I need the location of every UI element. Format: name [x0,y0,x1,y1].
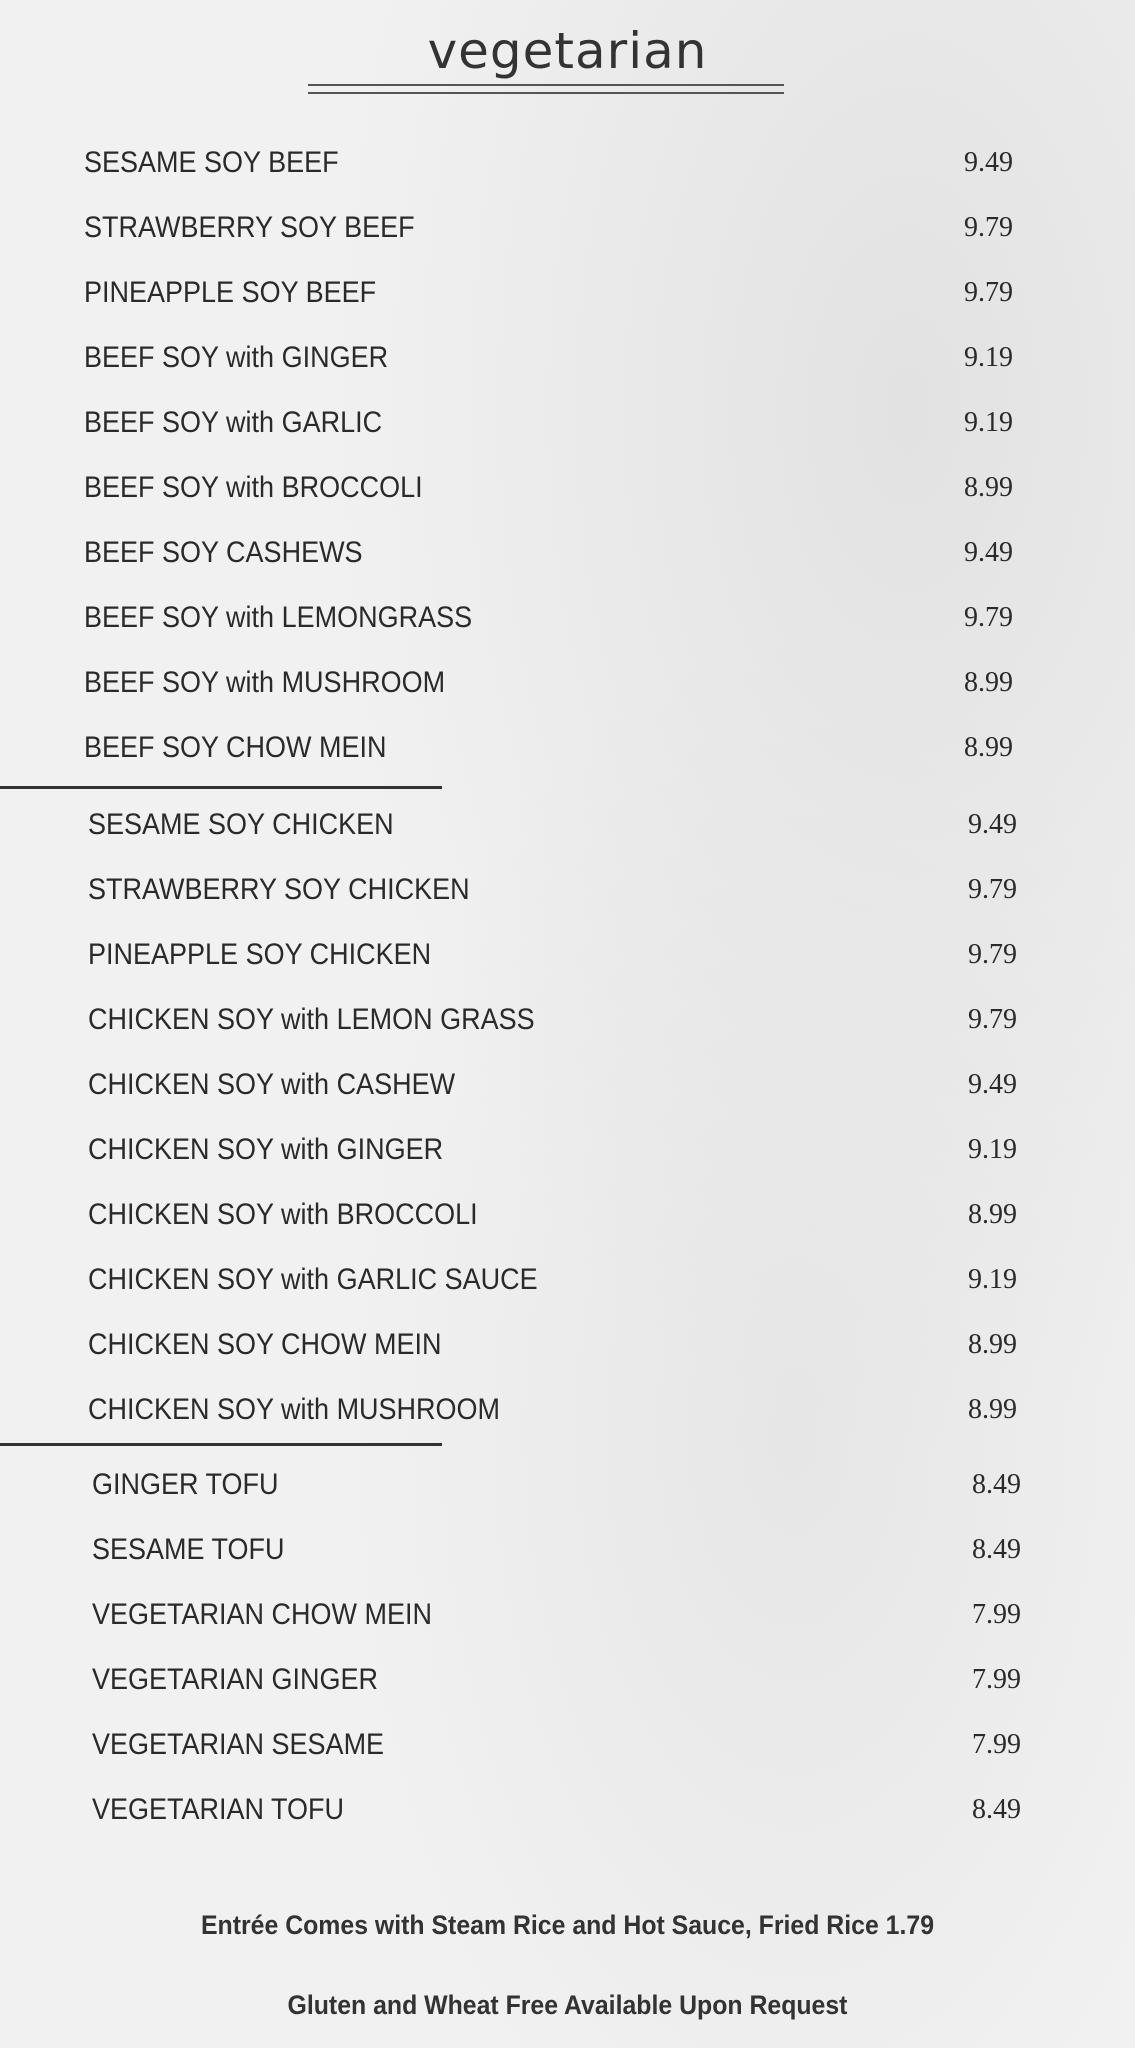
menu-item: CHICKEN SOY with CASHEW 9.49 [4,1052,1135,1117]
menu-item: SESAME SOY BEEF 9.49 [0,130,1135,195]
item-name: CHICKEN SOY with CASHEW [88,1067,456,1101]
item-name: STRAWBERRY SOY BEEF [84,210,415,244]
menu-item: SESAME TOFU 8.49 [8,1517,1135,1582]
menu-item: BEEF SOY with GARLIC 9.19 [0,390,1135,455]
item-name: CHICKEN SOY with GARLIC SAUCE [88,1262,538,1296]
item-price: 9.49 [964,536,1013,568]
item-price: 9.19 [968,1133,1017,1165]
footer-rice-note: Entrée Comes with Steam Rice and Hot Sau… [200,1910,935,1940]
item-name: CHICKEN SOY with BROCCOLI [88,1197,478,1231]
item-name: CHICKEN SOY CHOW MEIN [88,1327,442,1361]
item-name: STRAWBERRY SOY CHICKEN [88,872,470,906]
item-name: SESAME TOFU [92,1532,285,1566]
item-price: 8.99 [968,1393,1017,1425]
menu-item: BEEF SOY with MUSHROOM 8.99 [0,650,1135,715]
item-name: VEGETARIAN GINGER [92,1662,379,1696]
menu-item: CHICKEN SOY with LEMON GRASS 9.79 [4,987,1135,1052]
item-price: 9.79 [968,873,1017,905]
item-name: CHICKEN SOY with GINGER [88,1132,444,1166]
item-name: BEEF SOY with GINGER [84,340,389,374]
item-name: SESAME SOY CHICKEN [88,807,394,841]
menu-item: BEEF SOY with LEMONGRASS 9.79 [0,585,1135,650]
item-name: PINEAPPLE SOY CHICKEN [88,937,432,971]
item-name: BEEF SOY with BROCCOLI [84,470,423,504]
menu-title: vegetarian [427,22,708,80]
item-price: 7.99 [972,1728,1021,1760]
item-price: 8.49 [972,1793,1021,1825]
item-name: VEGETARIAN TOFU [92,1792,345,1826]
menu-item: GINGER TOFU 8.49 [8,1452,1135,1517]
item-price: 7.99 [972,1598,1021,1630]
item-price: 9.19 [964,341,1013,373]
item-price: 9.79 [968,1003,1017,1035]
item-price: 8.99 [968,1328,1017,1360]
item-name: CHICKEN SOY with LEMON GRASS [88,1002,535,1036]
item-name: BEEF SOY CHOW MEIN [84,730,387,764]
item-name: BEEF SOY CASHEWS [84,535,363,569]
menu-item: PINEAPPLE SOY BEEF 9.79 [0,260,1135,325]
item-price: 9.79 [964,601,1013,633]
item-price: 7.99 [972,1663,1021,1695]
footer-gluten-note: Gluten and Wheat Free Available Upon Req… [287,1990,848,2020]
item-price: 9.49 [968,808,1017,840]
item-price: 8.99 [964,666,1013,698]
item-price: 9.49 [968,1068,1017,1100]
item-price: 9.79 [964,211,1013,243]
menu-item: BEEF SOY CASHEWS 9.49 [0,520,1135,585]
item-name: SESAME SOY BEEF [84,145,339,179]
section-divider [0,786,442,789]
menu-item: VEGETARIAN GINGER 7.99 [8,1647,1135,1712]
item-name: BEEF SOY with GARLIC [84,405,383,439]
item-price: 8.99 [964,471,1013,503]
menu-item: VEGETARIAN SESAME 7.99 [8,1712,1135,1777]
menu-item: VEGETARIAN CHOW MEIN 7.99 [8,1582,1135,1647]
menu-item: PINEAPPLE SOY CHICKEN 9.79 [4,922,1135,987]
chicken-section: SESAME SOY CHICKEN 9.49 STRAWBERRY SOY CHI… [4,792,1135,1442]
item-price: 9.49 [964,146,1013,178]
menu-item: CHICKEN SOY with BROCCOLI 8.99 [4,1182,1135,1247]
item-name: VEGETARIAN CHOW MEIN [92,1597,433,1631]
item-price: 8.99 [964,731,1013,763]
menu-item: BEEF SOY with GINGER 9.19 [0,325,1135,390]
menu-item: CHICKEN SOY with MUSHROOM 8.99 [4,1377,1135,1442]
menu-item: BEEF SOY CHOW MEIN 8.99 [0,715,1135,780]
item-price: 9.79 [968,938,1017,970]
menu-item: STRAWBERRY SOY CHICKEN 9.79 [4,857,1135,922]
menu-item: VEGETARIAN TOFU 8.49 [8,1777,1135,1842]
item-name: VEGETARIAN SESAME [92,1727,385,1761]
item-name: BEEF SOY with LEMONGRASS [84,600,473,634]
item-price: 8.49 [972,1468,1021,1500]
item-price: 9.19 [964,406,1013,438]
menu-item: CHICKEN SOY with GINGER 9.19 [4,1117,1135,1182]
menu-item: CHICKEN SOY CHOW MEIN 8.99 [4,1312,1135,1377]
title-underline [308,84,784,94]
menu-item: CHICKEN SOY with GARLIC SAUCE 9.19 [4,1247,1135,1312]
beef-section: SESAME SOY BEEF 9.49 STRAWBERRY SOY BEEF 9.… [0,130,1135,780]
item-name: PINEAPPLE SOY BEEF [84,275,377,309]
item-name: GINGER TOFU [92,1467,279,1501]
item-name: BEEF SOY with MUSHROOM [84,665,446,699]
item-price: 9.19 [968,1263,1017,1295]
section-divider [0,1443,442,1446]
menu-item: BEEF SOY with BROCCOLI 8.99 [0,455,1135,520]
tofu-section: GINGER TOFU 8.49 SESAME TOFU 8.49 VEGETARIAN… [8,1452,1135,1842]
menu-item: SESAME SOY CHICKEN 9.49 [4,792,1135,857]
menu-item: STRAWBERRY SOY BEEF 9.79 [0,195,1135,260]
item-name: CHICKEN SOY with MUSHROOM [88,1392,501,1426]
item-price: 8.99 [968,1198,1017,1230]
item-price: 9.79 [964,276,1013,308]
item-price: 8.49 [972,1533,1021,1565]
